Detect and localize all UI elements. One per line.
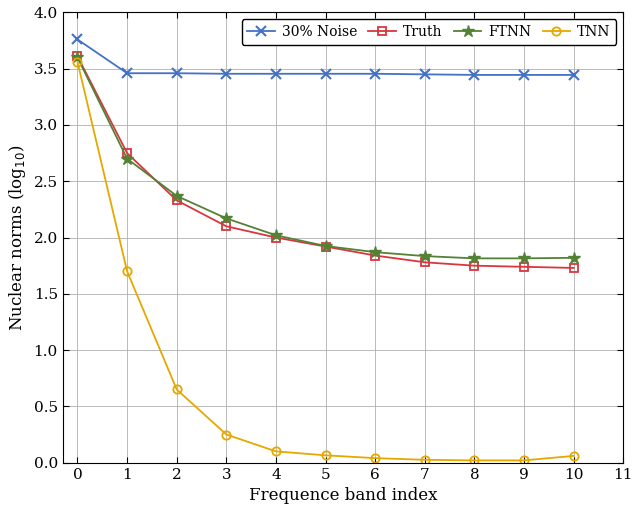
Truth <box>421 259 429 265</box>
Y-axis label: Nuclear norms (log$_{10}$): Nuclear norms (log$_{10}$) <box>7 145 28 331</box>
30% Noise <box>570 72 577 78</box>
Truth <box>74 53 81 59</box>
FTNN <box>570 255 577 261</box>
FTNN <box>173 193 180 199</box>
Truth <box>223 223 230 229</box>
TNN <box>272 448 280 454</box>
TNN <box>470 457 478 463</box>
FTNN <box>74 54 81 60</box>
Legend: 30% Noise, Truth, FTNN, TNN: 30% Noise, Truth, FTNN, TNN <box>241 19 616 44</box>
FTNN <box>470 256 478 262</box>
30% Noise <box>470 72 478 78</box>
FTNN <box>371 249 379 255</box>
30% Noise <box>322 71 330 77</box>
Truth <box>173 197 180 203</box>
Truth <box>570 265 577 271</box>
TNN <box>520 457 528 463</box>
FTNN <box>223 215 230 221</box>
30% Noise <box>421 71 429 77</box>
FTNN <box>124 156 131 162</box>
Line: 30% Noise: 30% Noise <box>72 35 579 80</box>
TNN <box>223 431 230 437</box>
Line: Truth: Truth <box>74 52 578 272</box>
30% Noise <box>272 71 280 77</box>
Truth <box>322 243 330 249</box>
FTNN <box>421 253 429 259</box>
TNN <box>322 452 330 458</box>
30% Noise <box>173 70 180 76</box>
Truth <box>124 150 131 156</box>
X-axis label: Frequence band index: Frequence band index <box>249 487 437 504</box>
Truth <box>520 264 528 270</box>
TNN <box>421 457 429 463</box>
TNN <box>124 268 131 274</box>
FTNN <box>322 243 330 249</box>
30% Noise <box>223 71 230 77</box>
TNN <box>74 59 81 65</box>
30% Noise <box>520 72 528 78</box>
Truth <box>371 252 379 259</box>
30% Noise <box>74 36 81 42</box>
TNN <box>371 455 379 461</box>
Line: FTNN: FTNN <box>71 51 580 265</box>
FTNN <box>520 256 528 262</box>
TNN <box>173 386 180 392</box>
TNN <box>570 453 577 459</box>
Line: TNN: TNN <box>74 58 578 464</box>
30% Noise <box>371 71 379 77</box>
FTNN <box>272 232 280 238</box>
Truth <box>272 235 280 241</box>
30% Noise <box>124 70 131 76</box>
Truth <box>470 263 478 269</box>
